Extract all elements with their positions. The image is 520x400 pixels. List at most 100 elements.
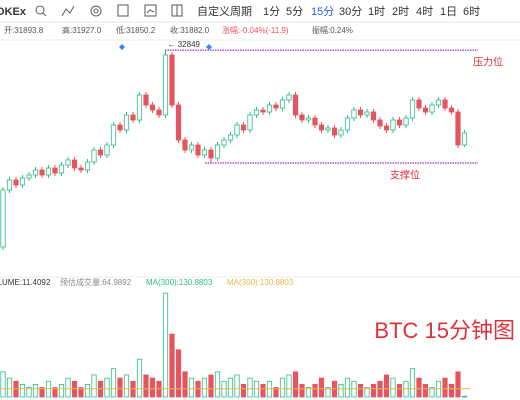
candle-body xyxy=(279,99,286,109)
volume-bar xyxy=(104,377,110,398)
candle-body xyxy=(39,169,45,176)
candle-body xyxy=(6,179,13,191)
candle-body xyxy=(201,149,208,156)
volume-bar xyxy=(390,377,396,398)
volume-bar xyxy=(344,377,351,398)
volume-bar xyxy=(19,384,26,398)
interval[interactable]: 4时 xyxy=(416,5,433,18)
candle-body xyxy=(240,124,247,131)
volume-bar xyxy=(247,377,253,398)
candle-body xyxy=(338,129,344,136)
volume-bar xyxy=(227,377,234,398)
candle-body xyxy=(260,109,266,113)
volume-bar xyxy=(312,384,318,398)
candle-body xyxy=(416,99,422,109)
interval[interactable]: 1日 xyxy=(440,6,457,18)
info-item: 高:31927.0 xyxy=(62,25,102,35)
volume-bar xyxy=(455,371,461,398)
candle-body xyxy=(409,99,416,119)
candle-body xyxy=(357,109,364,116)
candle-body xyxy=(266,104,273,113)
candle-body xyxy=(318,124,325,131)
volume-bar xyxy=(182,371,188,398)
candle-body xyxy=(162,54,169,116)
candle-body xyxy=(0,189,6,248)
volume-bar xyxy=(364,387,370,398)
interval[interactable]: 15分 xyxy=(311,5,334,18)
info-item: 开:31893.8 xyxy=(4,26,44,35)
candle-body xyxy=(221,139,227,146)
candle-body xyxy=(130,114,136,121)
volume-bar xyxy=(0,371,6,398)
volume-bar xyxy=(357,384,364,398)
volume-bar xyxy=(26,387,32,398)
volume-bar xyxy=(52,387,58,398)
candle-body xyxy=(377,119,383,127)
volume-bar xyxy=(448,384,455,398)
candle-body xyxy=(117,124,123,131)
volume-bar xyxy=(32,384,39,398)
candle-body xyxy=(214,144,221,159)
candle-body xyxy=(455,111,461,146)
volume-bar xyxy=(136,358,143,398)
volume-bar xyxy=(396,384,403,398)
candle-body xyxy=(396,119,403,126)
candle-body xyxy=(45,167,52,176)
candle-body xyxy=(234,124,240,136)
volume-bar xyxy=(260,384,266,398)
candle-body xyxy=(429,104,435,113)
volume-bar xyxy=(442,377,448,398)
candle-body xyxy=(71,159,78,169)
volume-bar xyxy=(422,384,429,398)
candle-body xyxy=(169,54,175,106)
volume-bar xyxy=(149,377,156,398)
candle-body xyxy=(26,174,32,179)
info-item: 振幅:0.24% xyxy=(312,25,353,35)
candle-body xyxy=(13,179,19,186)
candle-body xyxy=(136,94,143,121)
candle-body xyxy=(370,111,377,121)
candle-body xyxy=(52,167,58,174)
volume-bar xyxy=(84,384,91,398)
volume-bar xyxy=(162,292,169,398)
volume-bar xyxy=(188,377,195,398)
candle-body xyxy=(65,159,71,166)
candle-body xyxy=(32,169,39,176)
volume-bar xyxy=(292,371,299,398)
candle-body xyxy=(58,164,65,174)
volume-bar xyxy=(370,384,377,398)
volume-bar xyxy=(169,333,175,398)
level-label: 支撑位 xyxy=(390,169,420,182)
volume-bar xyxy=(325,387,331,398)
volume-bar xyxy=(214,371,221,398)
ma-label: MA(300):130.8803 xyxy=(146,278,213,287)
candle-body xyxy=(156,109,162,116)
candle-body xyxy=(325,127,331,131)
candle-body xyxy=(110,124,117,146)
volume-bar xyxy=(6,377,13,398)
interval[interactable]: 5分 xyxy=(286,5,303,18)
candle-body xyxy=(448,107,455,113)
candle-body xyxy=(383,125,390,131)
candle-body xyxy=(253,109,260,116)
candle-body xyxy=(422,107,429,113)
interval[interactable]: 1时 xyxy=(368,5,385,18)
custom-interval[interactable]: 自定义周期 xyxy=(197,4,252,18)
volume-bar xyxy=(273,387,279,398)
volume-bar xyxy=(240,384,247,398)
toolbar-icons xyxy=(35,4,183,17)
candle-body xyxy=(273,104,279,109)
candle-body xyxy=(84,161,91,171)
candle-body xyxy=(461,132,468,146)
toolbar xyxy=(0,0,520,22)
info-item: 收:31882.0 xyxy=(170,25,210,35)
interval[interactable]: 6时 xyxy=(463,5,480,18)
volume-bar xyxy=(429,387,435,398)
candle-body xyxy=(364,111,370,116)
interval[interactable]: 30分 xyxy=(339,5,362,18)
interval[interactable]: 1分 xyxy=(263,5,280,18)
volume-bar xyxy=(305,387,312,398)
interval[interactable]: 2时 xyxy=(392,5,409,18)
candle-body xyxy=(182,139,188,151)
volume-bar xyxy=(416,377,422,398)
